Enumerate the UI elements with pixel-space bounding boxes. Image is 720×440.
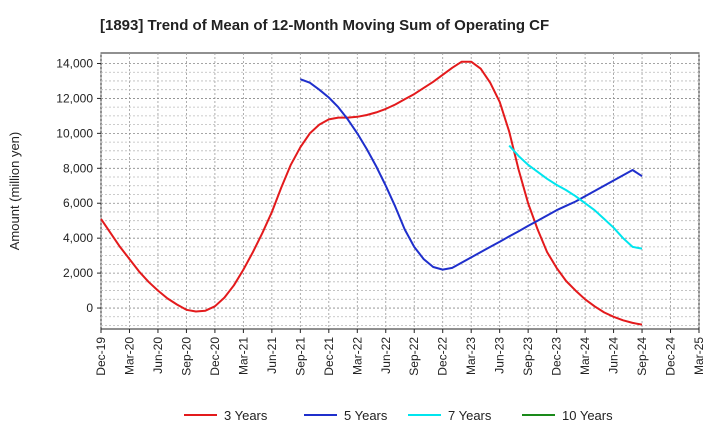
y-tick-label: 12,000: [56, 91, 93, 105]
x-tick-label: Jun-20: [151, 337, 165, 374]
series-line-5-years: [299, 78, 643, 271]
y-tick-label: 2,000: [63, 266, 93, 280]
chart-title: [1893] Trend of Mean of 12-Month Moving …: [100, 17, 549, 34]
y-tick-label: 4,000: [63, 231, 93, 245]
legend-label: 10 Years: [562, 408, 613, 423]
x-tick-label: Jun-22: [379, 337, 393, 374]
x-tick-label: Dec-23: [550, 337, 564, 376]
x-tick-label: Dec-24: [664, 337, 678, 376]
grid-lines: [100, 53, 700, 329]
series-line-7-years: [508, 144, 643, 250]
x-tick-label: Mar-22: [350, 337, 364, 375]
legend-item-5-years: 5 Years: [304, 408, 388, 423]
legend-label: 7 Years: [448, 408, 492, 423]
legend-item-3-years: 3 Years: [184, 408, 268, 423]
x-tick-label: Jun-24: [607, 337, 621, 374]
y-tick-label: 6,000: [63, 196, 93, 210]
series-lines: [100, 60, 643, 326]
x-tick-label: Dec-20: [208, 337, 222, 376]
x-tick-label: Dec-22: [436, 337, 450, 376]
x-tick-label: Jun-23: [493, 337, 507, 374]
x-tick-label: Mar-20: [122, 337, 136, 375]
x-tick-label: Sep-23: [521, 337, 535, 376]
x-tick-label: Mar-25: [692, 337, 706, 375]
y-axis-ticks: 0 2,000 4,000 6,000 8,000 10,000 12,000 14,000: [56, 56, 101, 315]
legend-label: 5 Years: [344, 408, 388, 423]
x-tick-label: Sep-20: [179, 337, 193, 376]
x-tick-label: Dec-19: [94, 337, 108, 376]
plot-frame: [100, 52, 700, 330]
legend-label: 3 Years: [224, 408, 268, 423]
legend-item-10-years: 10 Years: [522, 408, 613, 423]
x-tick-label: Mar-24: [578, 337, 592, 375]
x-axis-ticks: Dec-19 Mar-20 Jun-20 Sep-20 Dec-20 Mar-21 Jun-…: [94, 329, 706, 376]
legend: 3 Years 5 Years 7 Years 10 Years: [184, 408, 613, 423]
x-tick-label: Dec-21: [322, 337, 336, 376]
y-tick-label: 14,000: [56, 56, 93, 70]
x-tick-label: Jun-21: [265, 337, 279, 374]
x-tick-label: Sep-22: [407, 337, 421, 376]
y-tick-label: 0: [86, 301, 93, 315]
x-tick-label: Mar-23: [464, 337, 478, 375]
x-tick-label: Sep-21: [293, 337, 307, 376]
legend-item-7-years: 7 Years: [408, 408, 492, 423]
y-axis-label: Amount (million yen): [7, 132, 22, 251]
x-tick-label: Mar-21: [236, 337, 250, 375]
y-tick-label: 8,000: [63, 161, 93, 175]
y-tick-label: 10,000: [56, 126, 93, 140]
x-tick-label: Sep-24: [635, 337, 649, 376]
series-line-3-years: [100, 60, 643, 326]
